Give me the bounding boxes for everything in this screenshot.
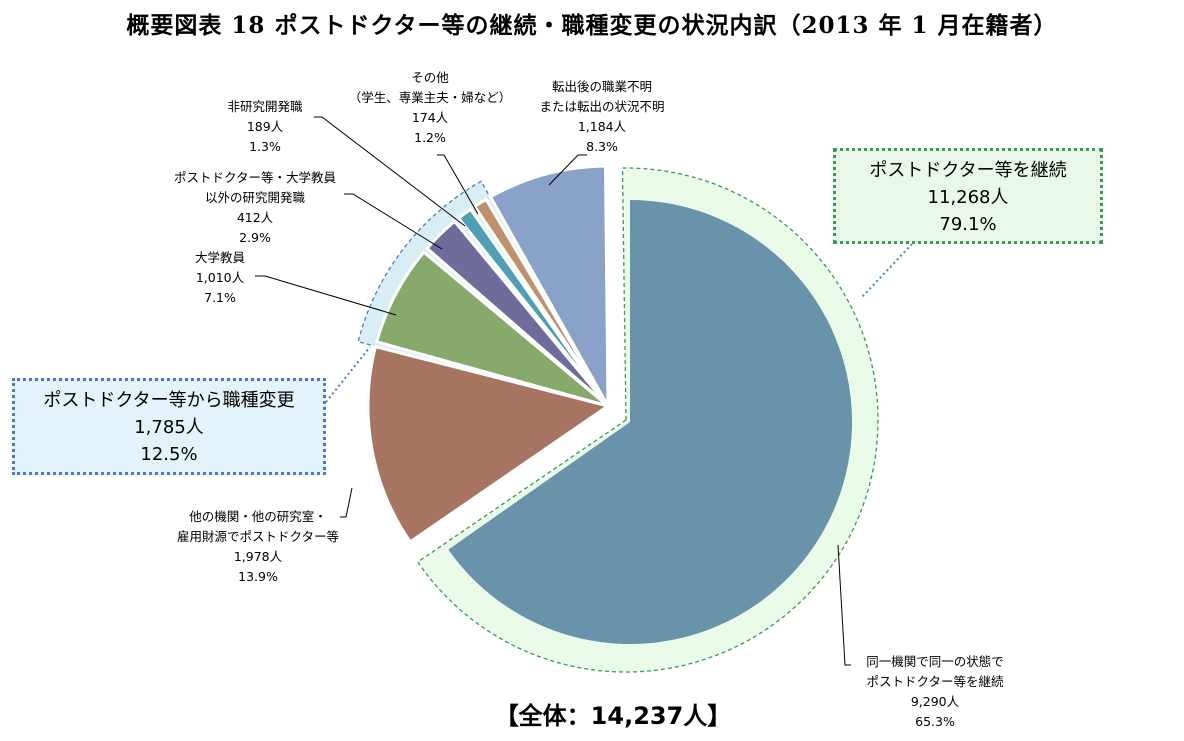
slice-label-line: ポストドクター等・大学教員 <box>173 170 337 185</box>
slice-label-line: 以外の研究開発職 <box>204 190 306 205</box>
callout-connector-continue <box>861 243 913 298</box>
leader-line <box>548 154 587 186</box>
pie-slice <box>374 250 609 408</box>
slice-label-line: 非研究開発職 <box>227 99 303 114</box>
callout-career-change: ポストドクター等から職種変更 1,785人 12.5% <box>12 378 326 475</box>
callout-connector-change <box>325 346 371 403</box>
pie-slice <box>472 197 610 407</box>
slice-label-line: ポストドクター等を継続 <box>866 674 1004 689</box>
slice-label-line: 同一機関で同一の状態で <box>866 654 1004 669</box>
slice-label-same-institution: 同一機関で同一の状態で ポストドクター等を継続 9,290人 65.3% <box>866 652 1004 732</box>
leader-line <box>837 544 851 666</box>
callout-title: ポストドクター等から職種変更 <box>43 390 295 411</box>
slice-label-unknown: 転出後の職業不明 または転出の状況不明 1,184人 8.3% <box>539 77 664 157</box>
leader-line <box>340 487 353 518</box>
slice-percent: 2.9% <box>239 230 271 245</box>
callout-percent: 12.5% <box>140 444 198 465</box>
pie-slice <box>424 219 610 408</box>
pie-slice <box>366 344 612 544</box>
slice-count: 189人 <box>246 119 284 134</box>
slice-label-line: または転出の状況不明 <box>539 99 665 114</box>
slice-count: 1,978人 <box>233 549 283 564</box>
leader-line <box>344 193 443 250</box>
slice-count: 1,010人 <box>195 270 245 285</box>
slice-label-line: 雇用財源でポストドクター等 <box>176 529 340 544</box>
leader-line <box>314 116 466 227</box>
slice-percent: 1.3% <box>249 139 281 154</box>
slice-percent: 1.2% <box>414 130 446 145</box>
slice-label-others: その他 （学生、専業主夫・婦など） 174人 1.2% <box>349 68 512 148</box>
callout-count: 11,268人 <box>927 187 1009 208</box>
slice-percent: 8.3% <box>586 139 618 154</box>
slice-label-other-research: ポストドクター等・大学教員 以外の研究開発職 412人 2.9% <box>174 168 336 248</box>
leader-line <box>437 154 479 215</box>
callout-continue: ポストドクター等を継続 11,268人 79.1% <box>833 148 1103 244</box>
slice-label-line: 転出後の職業不明 <box>551 79 653 94</box>
slice-count: 9,290人 <box>910 694 960 709</box>
slice-label-non-research: 非研究開発職 189人 1.3% <box>227 97 302 157</box>
pie-slice <box>456 207 610 407</box>
leader-line <box>255 275 397 316</box>
pie-slice <box>488 164 610 407</box>
total-label: 【全体：14,237人】 <box>494 702 732 730</box>
slice-percent: 13.9% <box>238 569 278 584</box>
callout-count: 1,785人 <box>134 417 204 438</box>
callout-title: ポストドクター等を継続 <box>869 160 1067 181</box>
slice-label-university-faculty: 大学教員 1,010人 7.1% <box>195 248 245 308</box>
pie-slice <box>448 200 852 644</box>
slice-count: 174人 <box>411 110 449 125</box>
slice-label-line: 他の機関・他の研究室・ <box>189 509 327 524</box>
slice-percent: 65.3% <box>915 714 955 729</box>
slice-label-line: （学生、専業主夫・婦など） <box>348 90 512 105</box>
slice-label-line: 大学教員 <box>194 250 246 265</box>
slice-label-other-institution: 他の機関・他の研究室・ 雇用財源でポストドクター等 1,978人 13.9% <box>177 507 339 587</box>
slice-percent: 7.1% <box>204 290 236 305</box>
slice-count: 412人 <box>236 210 274 225</box>
callout-percent: 79.1% <box>939 214 997 235</box>
slice-label-line: その他 <box>411 70 449 85</box>
chart-title: 概要図表 18 ポストドクター等の継続・職種変更の状況内訳（2013 年 1 月… <box>126 12 1058 39</box>
slice-count: 1,184人 <box>577 119 627 134</box>
